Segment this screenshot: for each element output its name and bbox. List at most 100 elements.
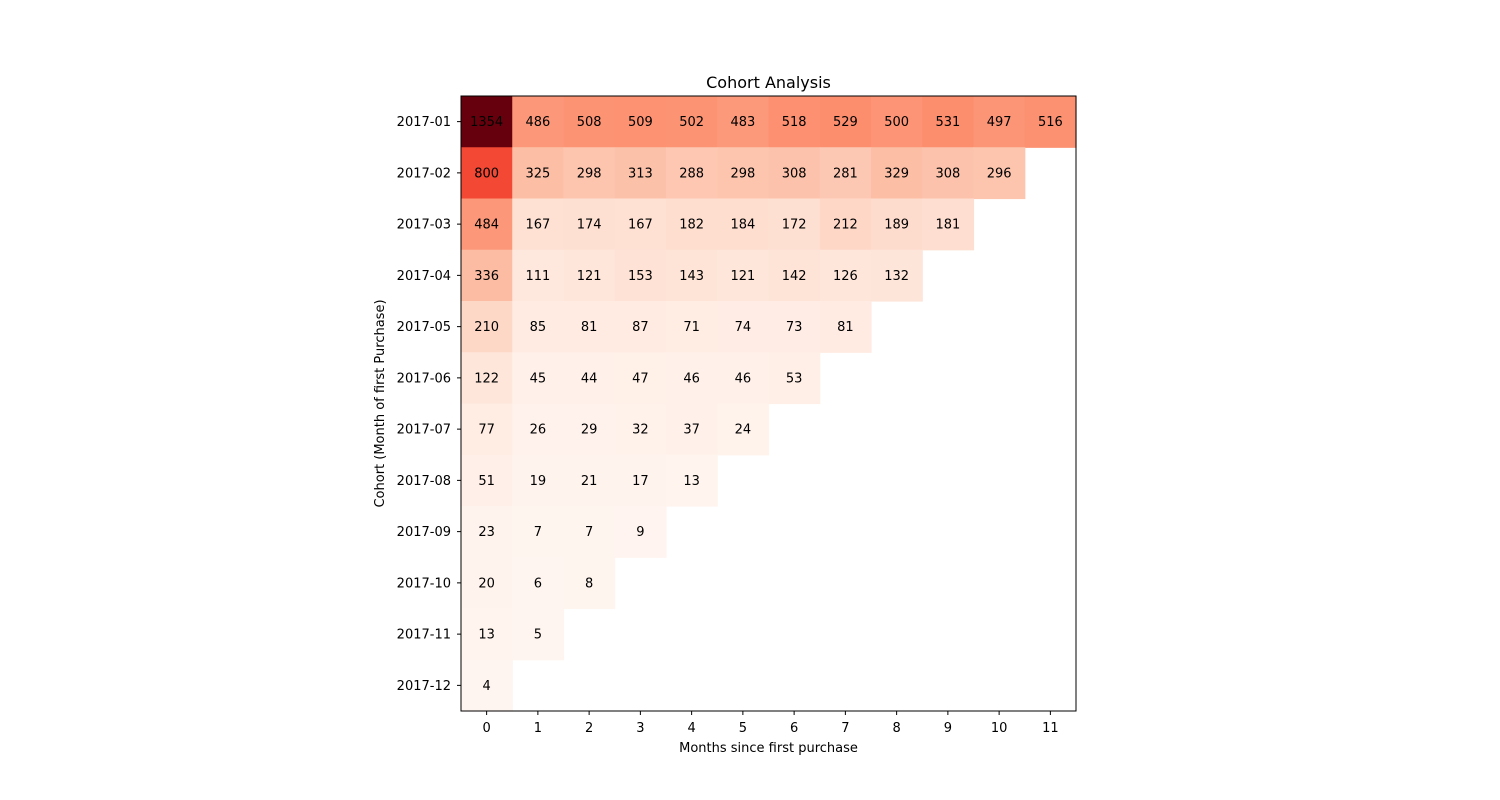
plot-frame — [460, 95, 1077, 712]
cell-value-label: 325 — [525, 166, 550, 181]
y-tick-label: 2017-07 — [397, 423, 451, 438]
x-tick-label: 9 — [944, 721, 952, 736]
y-tick-label: 2017-11 — [397, 628, 451, 643]
cell-value-label: 6 — [534, 576, 542, 591]
heatmap-cell — [666, 301, 718, 353]
cell-value-label: 184 — [730, 218, 755, 233]
heatmap-cell — [922, 147, 975, 200]
heatmap-cell — [819, 96, 872, 148]
cell-value-label: 329 — [884, 166, 909, 181]
cell-value-label: 47 — [632, 371, 649, 386]
cell-value-label: 497 — [987, 115, 1012, 130]
heatmap-cell — [563, 506, 616, 558]
cell-value-label: 45 — [530, 371, 547, 386]
cell-value-label: 77 — [478, 423, 495, 438]
heatmap-cell — [871, 96, 923, 148]
cell-value-label: 85 — [530, 320, 547, 335]
heatmap-cell — [512, 96, 565, 148]
cell-value-label: 111 — [525, 269, 550, 284]
heatmap-cell — [461, 352, 513, 405]
cell-value-label: 46 — [735, 371, 752, 386]
cell-value-label: 518 — [782, 115, 807, 130]
cell-value-label: 74 — [735, 320, 752, 335]
heatmap-cell — [666, 96, 718, 148]
y-tick-label: 2017-03 — [397, 218, 451, 233]
cell-value-label: 132 — [884, 269, 909, 284]
heatmap-cell — [512, 352, 565, 405]
cell-value-label: 32 — [632, 423, 649, 438]
heatmap-cell — [666, 249, 718, 302]
heatmap-cell — [461, 506, 513, 558]
heatmap-cell — [563, 403, 616, 456]
cell-value-label: 23 — [478, 525, 495, 540]
cell-value-label: 143 — [679, 269, 704, 284]
x-tick-label: 6 — [790, 721, 798, 736]
cell-value-label: 509 — [628, 115, 653, 130]
heatmap-cell — [512, 557, 565, 610]
heatmap-cell — [871, 147, 923, 200]
heatmap-cell — [461, 96, 513, 148]
cell-value-label: 20 — [478, 576, 495, 591]
heatmap-cell — [461, 147, 513, 200]
y-tick-label: 2017-10 — [397, 576, 451, 591]
cell-value-label: 46 — [683, 371, 700, 386]
cell-value-label: 502 — [679, 115, 704, 130]
heatmap-cell — [973, 147, 1026, 200]
heatmap-cell — [717, 198, 770, 251]
y-tick-label: 2017-02 — [397, 166, 451, 181]
heatmap-cell — [717, 403, 770, 456]
cell-value-label: 308 — [935, 166, 960, 181]
cell-value-label: 182 — [679, 218, 704, 233]
heatmap-cell — [512, 198, 565, 251]
heatmap-cell — [819, 301, 872, 353]
y-axis-label: Cohort (Month of first Purchase) — [373, 299, 388, 507]
cell-value-label: 44 — [581, 371, 598, 386]
chart-title: Cohort Analysis — [706, 73, 831, 92]
heatmap-cell — [666, 352, 718, 405]
heatmap-cell — [614, 249, 667, 302]
cell-value-label: 71 — [683, 320, 700, 335]
heatmap-cell — [512, 454, 565, 507]
cell-value-label: 484 — [474, 218, 499, 233]
heatmap-cell — [871, 249, 923, 302]
cell-value-label: 21 — [581, 474, 598, 489]
heatmap-cell — [512, 301, 565, 353]
cell-value-label: 81 — [837, 320, 854, 335]
heatmap-cell — [461, 454, 513, 507]
cell-value-label: 212 — [833, 218, 858, 233]
heatmap-cell — [614, 147, 667, 200]
heatmap-cell — [563, 249, 616, 302]
cell-value-label: 281 — [833, 166, 858, 181]
x-tick-label: 7 — [841, 721, 849, 736]
heatmap-cell — [614, 403, 667, 456]
heatmap-cell — [563, 557, 616, 610]
heatmap-cell — [666, 198, 718, 251]
cell-value-label: 296 — [987, 166, 1012, 181]
x-tick-label: 11 — [1042, 721, 1059, 736]
x-tick-label: 10 — [991, 721, 1008, 736]
heatmap-cell — [717, 352, 770, 405]
heatmap-cell — [614, 198, 667, 251]
x-axis-label: Months since first purchase — [679, 741, 858, 756]
cell-value-label: 500 — [884, 115, 909, 130]
y-tick-label: 2017-08 — [397, 474, 451, 489]
heatmap-cell — [614, 506, 667, 558]
heatmap-cell — [563, 96, 616, 148]
cell-value-label: 174 — [577, 218, 602, 233]
cell-value-label: 7 — [534, 525, 542, 540]
cell-value-label: 298 — [730, 166, 755, 181]
y-tick-label: 2017-05 — [397, 320, 451, 335]
heatmap-cell — [768, 352, 821, 405]
y-axis-ticks: 2017-01 2017-02 2017-03 2017-04 2017-05 2017-… — [397, 115, 461, 694]
heatmap-cell — [819, 198, 872, 251]
x-tick-label: 0 — [482, 721, 490, 736]
x-tick-label: 1 — [534, 721, 542, 736]
heatmap-cell — [461, 249, 513, 302]
x-tick-label: 5 — [739, 721, 747, 736]
cell-value-label: 17 — [632, 474, 649, 489]
heatmap-cell — [666, 403, 718, 456]
heatmap-cell — [512, 147, 565, 200]
heatmap-cell — [768, 198, 821, 251]
cell-value-label: 336 — [474, 269, 499, 284]
y-tick-label: 2017-04 — [397, 269, 451, 284]
